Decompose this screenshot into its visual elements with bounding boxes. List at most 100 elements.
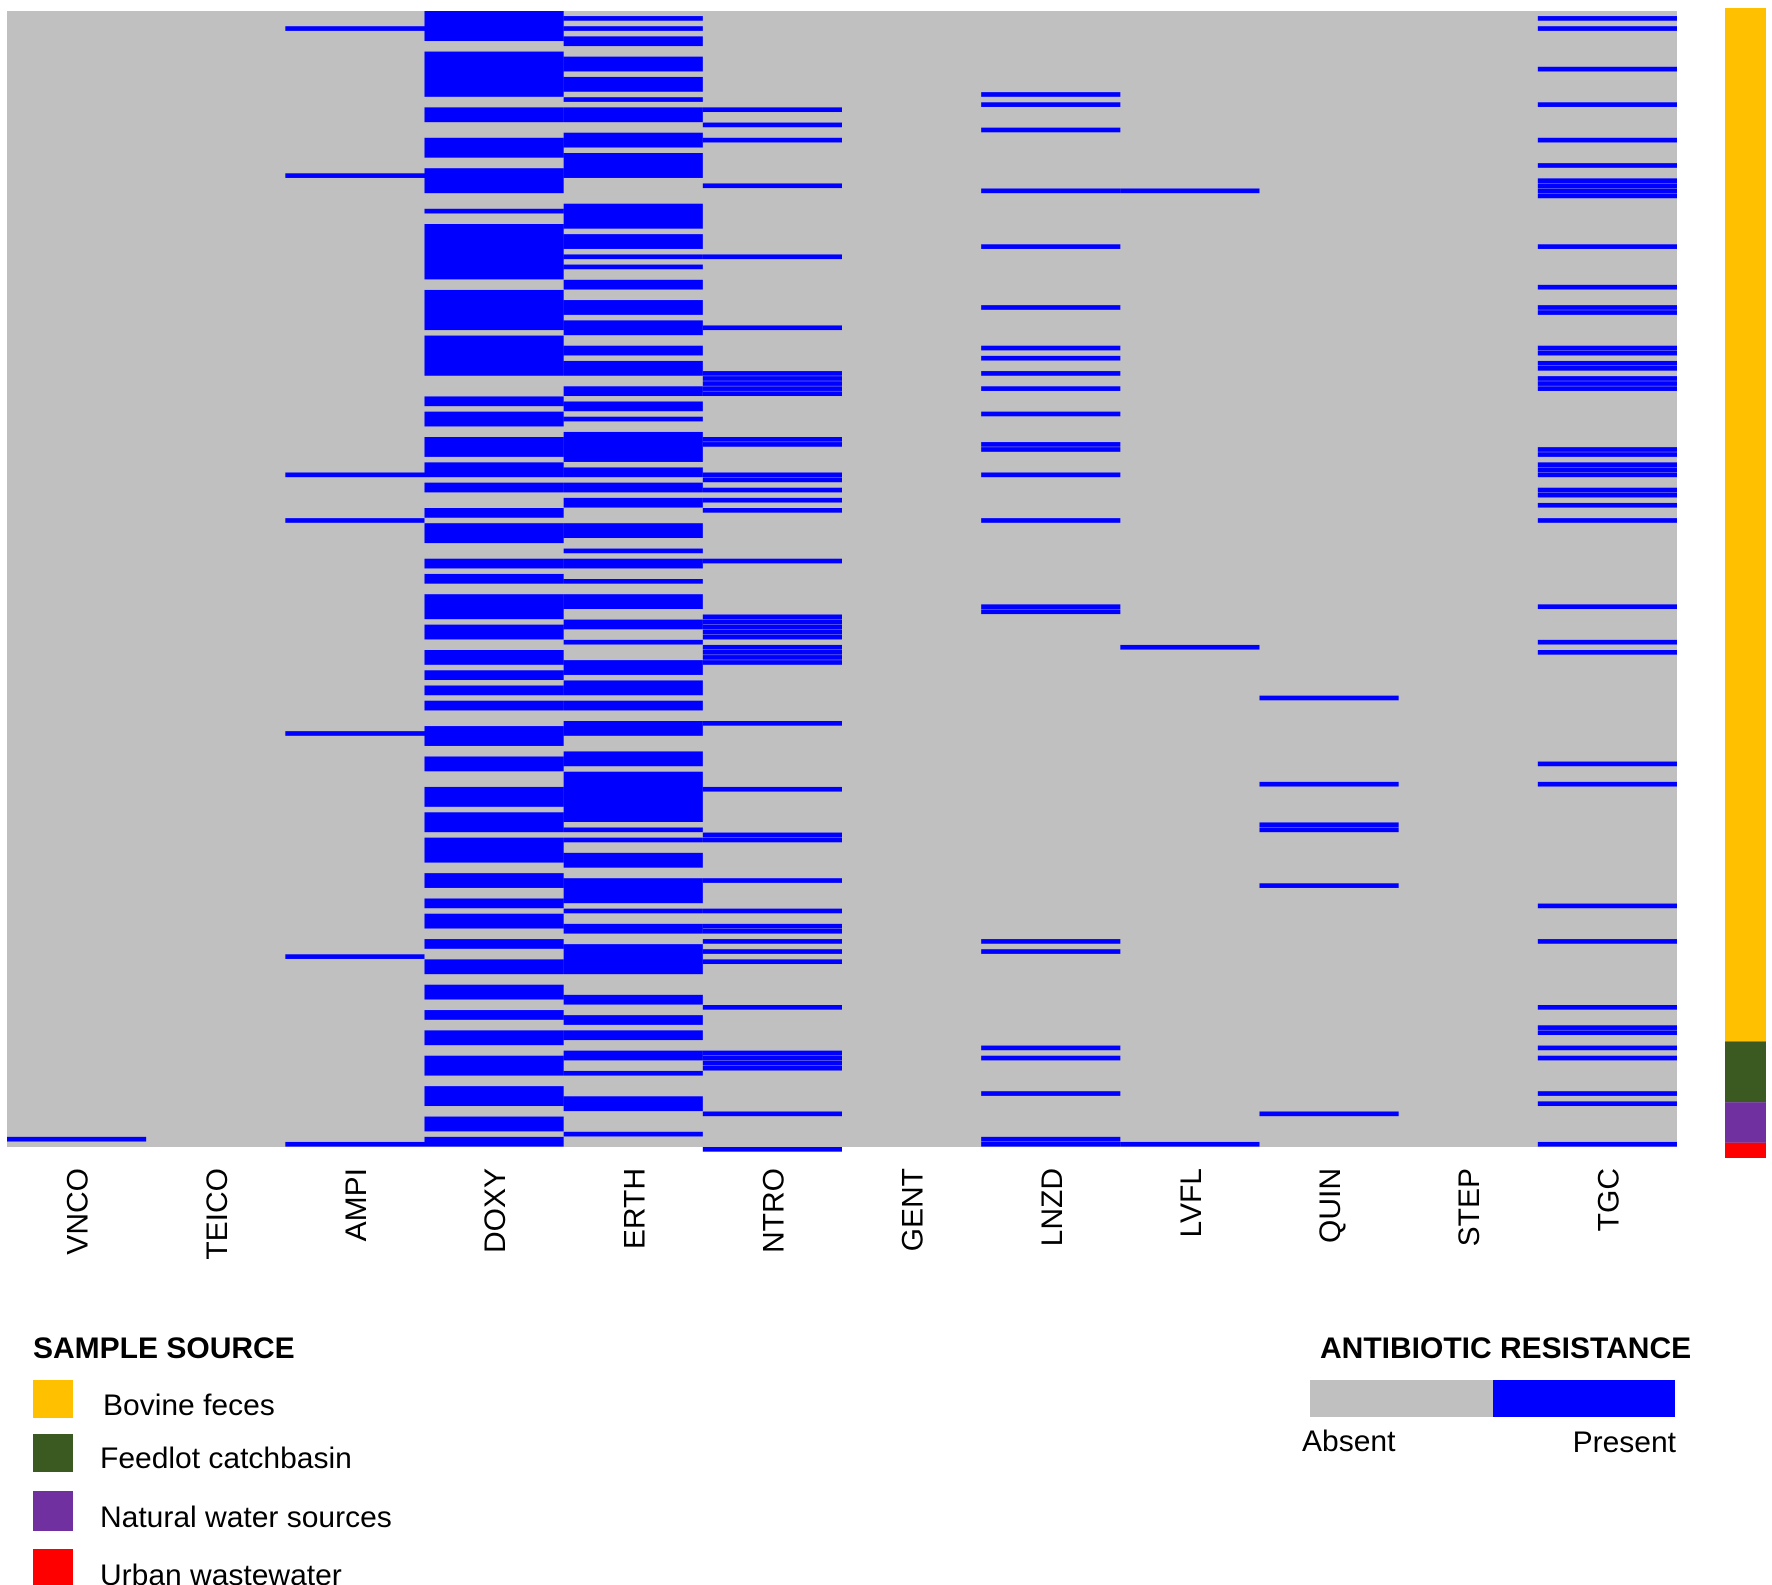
present-cell-ntro-10 [702, 391, 842, 397]
column-label-lvfl: LVFL [1175, 1168, 1208, 1237]
present-cell-erth-18 [563, 386, 703, 397]
present-cell-doxy-2 [424, 107, 564, 123]
present-cell-lnzd-3 [981, 188, 1121, 194]
present-cell-doxy-34 [424, 984, 564, 1000]
present-cell-ntro-41 [702, 1055, 842, 1061]
present-cell-erth-9 [563, 203, 703, 229]
present-cell-ntro-20 [702, 619, 842, 625]
present-cell-ntro-44 [702, 1111, 842, 1117]
present-cell-erth-3 [563, 56, 703, 72]
present-cell-doxy-27 [424, 812, 564, 833]
present-cell-tgc-3 [1537, 102, 1677, 107]
present-cell-doxy-19 [424, 624, 564, 640]
present-cell-tgc-12 [1537, 305, 1677, 310]
present-cell-tgc-38 [1537, 1025, 1677, 1030]
legend-label-natural-water-sources: Natural water sources [100, 1501, 392, 1534]
present-cell-doxy-25 [424, 756, 564, 772]
present-cell-erth-7 [563, 132, 703, 148]
present-cell-tgc-18 [1537, 376, 1677, 381]
present-cell-tgc-1 [1537, 26, 1677, 31]
present-cell-doxy-6 [424, 224, 564, 280]
present-cell-ntro-35 [702, 928, 842, 934]
present-cell-ntro-39 [702, 1005, 842, 1010]
present-cell-doxy-33 [424, 959, 564, 975]
present-cell-ntro-32 [702, 878, 842, 883]
present-cell-tgc-6 [1537, 178, 1677, 184]
present-cell-doxy-18 [424, 594, 564, 620]
present-cell-ntro-31 [702, 837, 842, 843]
present-cell-erth-28 [563, 579, 703, 584]
present-cell-tgc-25 [1537, 472, 1677, 478]
present-cell-tgc-17 [1537, 366, 1677, 371]
present-cell-erth-27 [563, 558, 703, 569]
present-cell-ntro-13 [702, 472, 842, 478]
present-cell-tgc-39 [1537, 1030, 1677, 1036]
legend-absent-label: Absent [1302, 1425, 1396, 1458]
present-cell-tgc-28 [1537, 502, 1677, 508]
present-cell-erth-21 [563, 431, 703, 462]
present-cell-tgc-32 [1537, 650, 1677, 655]
present-cell-erth-23 [563, 482, 703, 493]
legend-label-bovine-feces: Bovine feces [103, 1389, 275, 1422]
present-cell-lnzd-22 [981, 1136, 1121, 1142]
present-cell-doxy-24 [424, 726, 564, 746]
column-label-lnzd: LNZD [1036, 1168, 1069, 1246]
present-cell-vnco-0 [7, 1136, 147, 1142]
present-cell-ntro-18 [702, 558, 842, 564]
column-label-step: STEP [1453, 1168, 1486, 1246]
present-cell-erth-41 [563, 878, 703, 904]
present-cell-doxy-9 [424, 396, 564, 407]
present-cell-doxy-29 [424, 873, 564, 888]
legend-swatch-feedlot-catchbasin [33, 1434, 73, 1472]
present-cell-erth-5 [563, 97, 703, 102]
present-cell-ntro-45 [702, 1147, 842, 1152]
legend-swatch-bovine-feces [33, 1380, 73, 1418]
present-cell-doxy-11 [424, 437, 564, 457]
present-cell-erth-35 [563, 721, 703, 736]
present-cell-lnzd-8 [981, 371, 1121, 376]
present-cell-ntro-3 [702, 183, 842, 189]
present-cell-tgc-15 [1537, 350, 1677, 356]
present-cell-ntro-12 [702, 442, 842, 447]
present-cell-tgc-42 [1537, 1091, 1677, 1096]
present-cell-erth-30 [563, 619, 703, 630]
present-cell-erth-6 [563, 107, 703, 123]
present-cell-tgc-34 [1537, 781, 1677, 787]
present-cell-erth-22 [563, 467, 703, 478]
present-cell-doxy-0 [424, 11, 564, 42]
present-cell-doxy-38 [424, 1086, 564, 1107]
present-cell-tgc-11 [1537, 284, 1677, 290]
present-cell-ampi-1 [285, 173, 425, 178]
present-cell-doxy-20 [424, 650, 564, 665]
present-cell-ntro-11 [702, 437, 842, 442]
legend-present-swatch [1493, 1380, 1675, 1417]
present-cell-erth-43 [563, 923, 703, 934]
present-cell-erth-44 [563, 944, 703, 975]
present-cell-quin-4 [1259, 883, 1399, 888]
present-cell-ntro-8 [702, 381, 842, 386]
present-cell-ntro-7 [702, 376, 842, 381]
present-cell-ntro-28 [702, 721, 842, 726]
present-cell-tgc-27 [1537, 492, 1677, 498]
present-cell-doxy-36 [424, 1030, 564, 1046]
present-cell-quin-3 [1259, 827, 1399, 833]
source-bar-segment-feedlot-catchbasin [1725, 1041, 1766, 1103]
present-cell-lnzd-7 [981, 355, 1121, 361]
source-bar-segment-urban-wastewater [1725, 1142, 1766, 1158]
present-cell-doxy-3 [424, 137, 564, 158]
present-cell-lnzd-10 [981, 411, 1121, 417]
sample-source-bar [1725, 8, 1766, 1158]
present-cell-ntro-5 [702, 325, 842, 331]
column-label-vnco: VNCO [62, 1168, 95, 1255]
present-cell-tgc-43 [1537, 1101, 1677, 1107]
present-cell-ntro-23 [702, 634, 842, 640]
present-cell-lnzd-16 [981, 609, 1121, 615]
present-cell-ntro-4 [702, 254, 842, 260]
present-cell-ampi-6 [285, 1141, 425, 1147]
present-cell-tgc-7 [1537, 183, 1677, 189]
present-cell-erth-37 [563, 771, 703, 823]
present-cell-tgc-22 [1537, 452, 1677, 457]
present-cell-erth-11 [563, 254, 703, 260]
present-cell-quin-5 [1259, 1111, 1399, 1117]
present-cell-doxy-32 [424, 939, 564, 949]
